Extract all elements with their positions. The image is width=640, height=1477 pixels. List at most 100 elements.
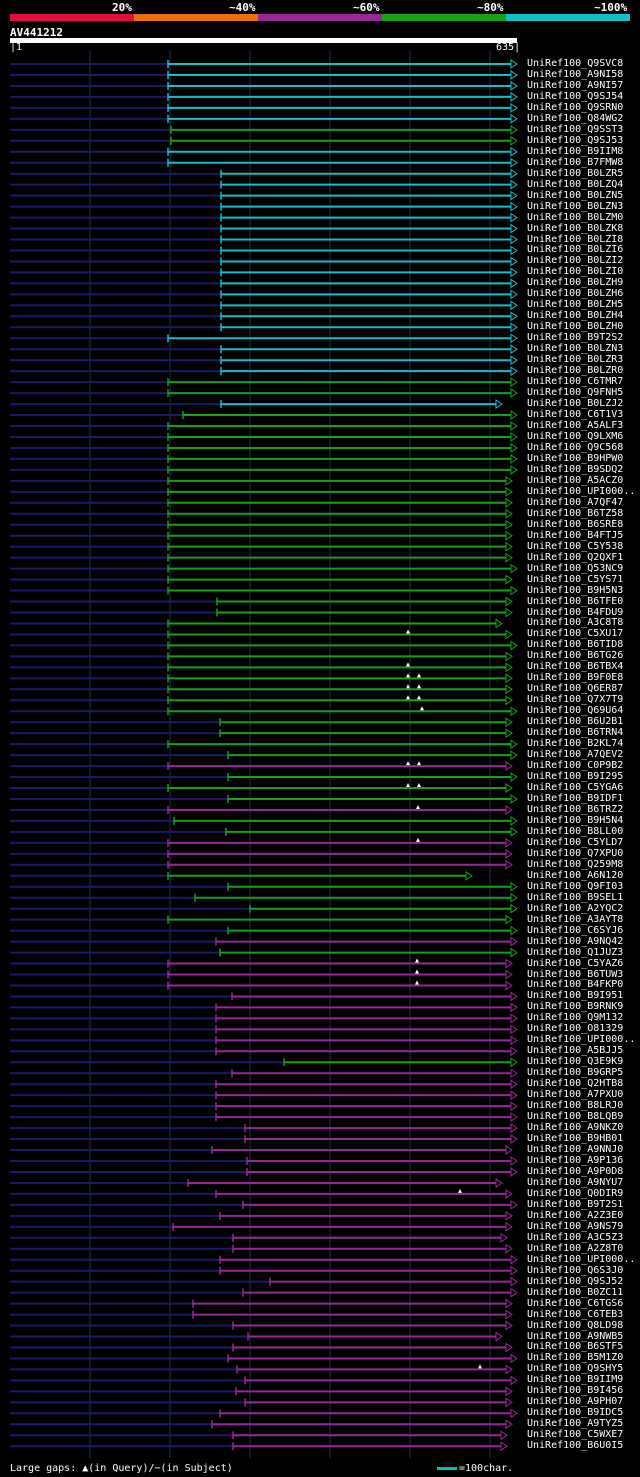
hit-label[interactable]: UniRef100_A9TYZ5: [527, 1418, 624, 1430]
hit-label[interactable]: UniRef100_B0LZH4: [527, 310, 624, 322]
hit-label[interactable]: UniRef100_B6TRN4: [527, 727, 624, 739]
hit-label[interactable]: UniRef100_B4FDU9: [527, 606, 624, 618]
hit-label[interactable]: UniRef100_A3C8T8: [527, 617, 624, 629]
hit-label[interactable]: UniRef100_A9NS79: [527, 1220, 624, 1232]
hit-label[interactable]: UniRef100_B0LZH9: [527, 277, 624, 289]
hit-label[interactable]: UniRef100_B9IIM9: [527, 1374, 624, 1386]
hit-label[interactable]: UniRef100_Q3E9K9: [527, 1056, 624, 1068]
hit-label[interactable]: UniRef100_B2KL74: [527, 738, 624, 750]
hit-label[interactable]: UniRef100_B6TRZ2: [527, 803, 624, 815]
hit-label[interactable]: UniRef100_B9HPW0: [527, 452, 624, 464]
hit-label[interactable]: UniRef100_B5M1Z0: [527, 1352, 624, 1364]
hit-label[interactable]: UniRef100_B9I951: [527, 990, 624, 1002]
hit-label[interactable]: UniRef100_A9NI58: [527, 68, 624, 80]
hit-label[interactable]: UniRef100_C6TMR7: [527, 376, 624, 388]
hit-label[interactable]: UniRef100_C6SYJ6: [527, 924, 624, 936]
hit-label[interactable]: UniRef100_Q2QXF1: [527, 551, 624, 563]
hit-label[interactable]: UniRef100_B9T2S2: [527, 332, 624, 344]
hit-label[interactable]: UniRef100_C5WXE7: [527, 1429, 624, 1441]
hit-label[interactable]: UniRef100_A3C5Z3: [527, 1231, 624, 1243]
hit-label[interactable]: UniRef100_A9PH07: [527, 1396, 624, 1408]
hit-label[interactable]: UniRef100_Q69U64: [527, 705, 624, 717]
hit-label[interactable]: UniRef100_C6TEB3: [527, 1308, 624, 1320]
hit-label[interactable]: UniRef100_B0LZH0: [527, 321, 624, 333]
hit-label[interactable]: UniRef100_B0LZR5: [527, 167, 624, 179]
hit-label[interactable]: UniRef100_UPI000..: [527, 1253, 636, 1265]
hit-label[interactable]: UniRef100_B9SEL1: [527, 891, 624, 903]
hit-label[interactable]: UniRef100_UPI000..: [527, 1034, 636, 1046]
hit-label[interactable]: UniRef100_B0LZN3: [527, 343, 624, 355]
hit-label[interactable]: UniRef100_B9IIM8: [527, 145, 624, 157]
hit-label[interactable]: UniRef100_Q0DIR9: [527, 1187, 624, 1199]
hit-label[interactable]: UniRef100_B9I295: [527, 771, 624, 783]
hit-label[interactable]: UniRef100_A9NYU7: [527, 1176, 624, 1188]
hit-label[interactable]: UniRef100_B0LZR0: [527, 365, 624, 377]
hit-label[interactable]: UniRef100_B7FMW8: [527, 156, 624, 168]
hit-label[interactable]: UniRef100_B9IDF1: [527, 792, 624, 804]
hit-label[interactable]: UniRef100_A2YQC2: [527, 902, 624, 914]
hit-label[interactable]: UniRef100_Q9FNH5: [527, 387, 624, 399]
hit-label[interactable]: UniRef100_B0LZH6: [527, 288, 624, 300]
hit-label[interactable]: UniRef100_Q9SJ52: [527, 1275, 624, 1287]
hit-label[interactable]: UniRef100_B9GRP5: [527, 1067, 624, 1079]
hit-label[interactable]: UniRef100_Q9FI03: [527, 880, 624, 892]
hit-label[interactable]: UniRef100_B4FKP0: [527, 979, 624, 991]
hit-label[interactable]: UniRef100_C5YAZ6: [527, 957, 624, 969]
hit-label[interactable]: UniRef100_B0LZR3: [527, 354, 624, 366]
hit-label[interactable]: UniRef100_Q9SJ54: [527, 90, 624, 102]
hit-label[interactable]: UniRef100_A2Z3E0: [527, 1209, 624, 1221]
hit-label[interactable]: UniRef100_Q6ER87: [527, 683, 624, 695]
hit-label[interactable]: UniRef100_Q9C568: [527, 441, 624, 453]
hit-label[interactable]: UniRef100_A9P0D8: [527, 1165, 624, 1177]
hit-label[interactable]: UniRef100_Q9SRN0: [527, 101, 624, 113]
hit-label[interactable]: UniRef100_A9NI57: [527, 79, 624, 91]
hit-label[interactable]: UniRef100_Q1JUZ3: [527, 946, 624, 958]
hit-label[interactable]: UniRef100_B0LZN3: [527, 200, 624, 212]
hit-label[interactable]: UniRef100_B0LZI8: [527, 233, 624, 245]
hit-label[interactable]: UniRef100_B0LZN5: [527, 189, 624, 201]
hit-label[interactable]: UniRef100_B9T2S1: [527, 1198, 624, 1210]
hit-label[interactable]: UniRef100_Q9SVC8: [527, 58, 624, 69]
hit-label[interactable]: UniRef100_B6TBX4: [527, 661, 624, 673]
hit-label[interactable]: UniRef100_B0LZI0: [527, 266, 624, 278]
hit-label[interactable]: UniRef100_A9NKZ0: [527, 1122, 624, 1134]
hit-label[interactable]: UniRef100_Q84WG2: [527, 112, 624, 124]
hit-label[interactable]: UniRef100_B9F0E8: [527, 672, 624, 684]
hit-label[interactable]: UniRef100_B0ZC11: [527, 1286, 624, 1298]
hit-label[interactable]: UniRef100_C5YLD7: [527, 836, 624, 848]
hit-label[interactable]: UniRef100_Q9SJ53: [527, 134, 624, 146]
hit-label[interactable]: UniRef100_Q53NC9: [527, 562, 624, 574]
hit-label[interactable]: UniRef100_Q9SHY5: [527, 1363, 624, 1375]
hit-label[interactable]: UniRef100_B9H5N3: [527, 584, 624, 596]
hit-label[interactable]: UniRef100_Q2HTB8: [527, 1078, 624, 1090]
hit-label[interactable]: UniRef100_B0LZM0: [527, 211, 624, 223]
hit-label[interactable]: UniRef100_B9H5N4: [527, 814, 624, 826]
hit-label[interactable]: UniRef100_A3AYT8: [527, 913, 624, 925]
hit-label[interactable]: UniRef100_B0LZI6: [527, 244, 624, 256]
hit-label[interactable]: UniRef100_B6U2B1: [527, 716, 624, 728]
hit-label[interactable]: UniRef100_Q9LXM6: [527, 430, 624, 442]
hit-label[interactable]: UniRef100_C5YGA6: [527, 782, 624, 794]
hit-label[interactable]: UniRef100_B8LQB9: [527, 1111, 624, 1123]
hit-label[interactable]: UniRef100_B9I456: [527, 1385, 624, 1397]
hit-label[interactable]: UniRef100_Q259M8: [527, 858, 624, 870]
hit-label[interactable]: UniRef100_C5XU17: [527, 628, 624, 640]
hit-label[interactable]: UniRef100_Q6S3J0: [527, 1264, 624, 1276]
hit-label[interactable]: UniRef100_B0LZK8: [527, 222, 624, 234]
hit-label[interactable]: UniRef100_A7PXU0: [527, 1089, 624, 1101]
hit-label[interactable]: UniRef100_B0LZQ4: [527, 178, 624, 190]
hit-label[interactable]: UniRef100_C6T1V3: [527, 409, 624, 421]
hit-label[interactable]: UniRef100_B6U0I5: [527, 1440, 624, 1452]
hit-label[interactable]: UniRef100_B9HB01: [527, 1133, 624, 1145]
hit-label[interactable]: UniRef100_UPI000..: [527, 485, 636, 497]
hit-label[interactable]: UniRef100_B6TG26: [527, 650, 624, 662]
hit-label[interactable]: UniRef100_A9P136: [527, 1155, 624, 1166]
hit-label[interactable]: UniRef100_A5ACZ0: [527, 474, 624, 486]
hit-label[interactable]: UniRef100_A9NNJ0: [527, 1144, 624, 1156]
hit-label[interactable]: UniRef100_B8LL00: [527, 825, 624, 837]
hit-label[interactable]: UniRef100_A2Z8T0: [527, 1242, 624, 1254]
hit-label[interactable]: UniRef100_B0LZH5: [527, 299, 624, 311]
hit-label[interactable]: UniRef100_B6TID8: [527, 639, 624, 651]
hit-label[interactable]: UniRef100_A5BJJ5: [527, 1045, 624, 1057]
hit-label[interactable]: UniRef100_B0LZI2: [527, 255, 624, 267]
